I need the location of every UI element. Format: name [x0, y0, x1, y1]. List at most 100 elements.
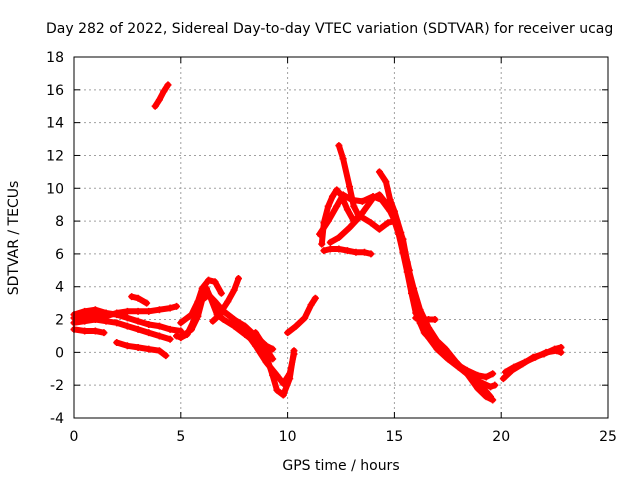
y-tick-label: 4	[55, 280, 64, 296]
data-point	[145, 329, 153, 337]
data-point	[416, 306, 424, 314]
data-point	[335, 142, 343, 150]
data-point	[420, 329, 428, 337]
data-point	[234, 275, 242, 283]
data-point	[316, 230, 324, 238]
data-point	[346, 183, 354, 191]
data-point	[113, 319, 121, 327]
data-point	[487, 383, 495, 391]
data-point	[352, 248, 360, 256]
data-point	[166, 304, 174, 312]
data-point	[335, 245, 343, 253]
data-point	[474, 384, 482, 392]
data-point	[418, 316, 426, 324]
data-point	[143, 299, 151, 307]
data-point	[521, 358, 529, 366]
data-point	[128, 293, 136, 301]
data-point	[252, 342, 260, 350]
data-point	[292, 322, 300, 330]
data-point	[155, 322, 163, 330]
data-point	[166, 325, 174, 333]
data-point	[205, 291, 213, 299]
data-point	[262, 358, 270, 366]
data-point	[224, 297, 232, 305]
data-point	[164, 81, 172, 89]
data-point	[134, 325, 142, 333]
data-point	[177, 319, 185, 327]
data-point	[307, 301, 315, 309]
y-tick-label: 6	[55, 247, 64, 263]
data-point	[542, 348, 550, 356]
chart-title: Day 282 of 2022, Sidereal Day-to-day VTE…	[46, 21, 613, 37]
data-point	[145, 320, 153, 328]
data-point	[134, 343, 142, 351]
data-point	[311, 294, 319, 302]
data-point	[123, 314, 131, 322]
data-point	[499, 375, 507, 383]
x-tick-label: 25	[599, 429, 617, 445]
data-point	[209, 317, 217, 325]
data-point	[160, 87, 168, 95]
data-point	[452, 358, 460, 366]
data-point	[333, 186, 341, 194]
y-tick-label: 16	[46, 83, 64, 99]
data-point	[123, 342, 131, 350]
data-point	[557, 348, 565, 356]
data-series	[70, 81, 565, 404]
data-point	[301, 314, 309, 322]
data-point	[328, 192, 336, 200]
data-point	[284, 329, 292, 337]
data-point	[384, 219, 392, 227]
series-line-s7	[152, 81, 171, 110]
series-line-s12	[218, 275, 242, 315]
data-point	[230, 286, 238, 294]
data-point	[343, 206, 351, 214]
data-point	[324, 202, 332, 210]
data-point	[113, 339, 121, 347]
data-point	[425, 316, 433, 324]
x-tick-label: 5	[176, 429, 185, 445]
data-point	[155, 96, 163, 104]
data-point	[501, 368, 509, 376]
data-point	[369, 192, 377, 200]
data-point	[205, 276, 213, 284]
data-point	[360, 248, 368, 256]
data-point	[290, 350, 298, 358]
y-tick-label: 14	[46, 116, 64, 132]
data-point	[279, 391, 287, 399]
data-point	[220, 316, 228, 324]
data-point	[326, 238, 334, 246]
data-point	[482, 393, 490, 401]
data-point	[491, 381, 499, 389]
data-point	[346, 224, 354, 232]
data-point	[326, 245, 334, 253]
data-point	[252, 329, 260, 337]
data-point	[262, 345, 270, 353]
data-point	[531, 353, 539, 361]
data-point	[286, 370, 294, 378]
data-point	[173, 302, 181, 310]
data-point	[162, 352, 170, 360]
data-point	[382, 178, 390, 186]
data-point	[151, 102, 159, 110]
data-point	[241, 327, 249, 335]
data-point	[91, 327, 99, 335]
data-point	[474, 371, 482, 379]
y-axis-label: SDTVAR / TECUs	[6, 181, 22, 296]
data-point	[431, 316, 439, 324]
data-point	[230, 316, 238, 324]
data-point	[102, 317, 110, 325]
data-point	[194, 312, 202, 320]
data-point	[100, 329, 108, 337]
data-point	[134, 294, 142, 302]
data-point	[333, 202, 341, 210]
data-point	[367, 250, 375, 258]
x-axis-label: GPS time / hours	[282, 458, 399, 474]
data-point	[177, 334, 185, 342]
data-point	[390, 212, 398, 220]
y-tick-label: 18	[46, 50, 64, 66]
y-tick-label: 10	[46, 181, 64, 197]
data-point	[211, 278, 219, 286]
data-point	[442, 345, 450, 353]
data-point	[155, 306, 163, 314]
